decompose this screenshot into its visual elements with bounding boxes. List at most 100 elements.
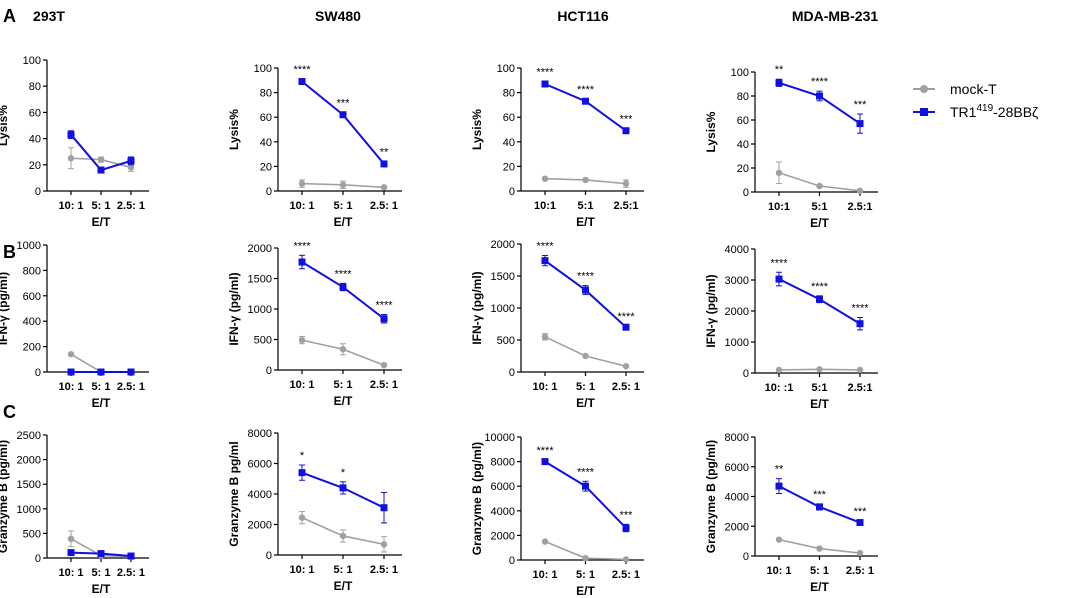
mock-point [67, 351, 75, 358]
y-axis-title: Lysis% [704, 111, 718, 152]
y-tick-label: 2000 [17, 455, 41, 467]
significance-label: **** [577, 84, 595, 96]
y-tick-label: 200 [23, 342, 41, 354]
y-tick-label: 1000 [248, 304, 272, 316]
y-tick-label: 100 [731, 67, 749, 79]
mock-point [339, 532, 347, 540]
x-tick-label: 2.5: 1 [117, 567, 145, 579]
chart-panel-c-hct116: 0 2000 4000 6000 8000 10000 10: 1 5: 1 2.5: 1 Gra… [470, 432, 644, 598]
y-tick-label: 10000 [484, 432, 515, 444]
significance-label: **** [536, 241, 554, 253]
y-tick-label: 60 [260, 112, 272, 124]
x-axis-title: E/T [334, 579, 353, 593]
y-tick-label: 80 [737, 91, 749, 103]
significance-label: ** [775, 464, 784, 476]
x-tick-label: 5: 1 [92, 567, 111, 579]
x-tick-label: 10: 1 [289, 564, 314, 576]
car-point [541, 458, 549, 466]
mock-point [298, 514, 306, 521]
significance-label: ** [775, 64, 784, 76]
y-tick-label: 80 [260, 88, 272, 100]
chart-panel-c-sw480: 0 2000 4000 6000 8000 10: 1 5: 1 2.5: 1 Granzyme… [227, 428, 402, 593]
y-axis-title: Lysis% [227, 109, 241, 150]
y-tick-label: 500 [23, 528, 41, 540]
x-tick-label: 2.5: 1 [370, 379, 398, 391]
car-point [582, 97, 589, 105]
x-tick-label: 5: 1 [810, 565, 829, 577]
y-tick-label: 2000 [491, 530, 515, 542]
car-point [380, 504, 388, 512]
x-tick-label: 5: 1 [334, 564, 353, 576]
car-series-line [301, 80, 385, 165]
y-tick-label: 2000 [725, 306, 749, 318]
y-tick-label: 4000 [725, 244, 749, 256]
car-point [622, 323, 630, 331]
legend-mock-marker [920, 85, 928, 93]
y-tick-label: 2500 [17, 430, 41, 442]
y-tick-label: 60 [737, 115, 749, 127]
y-tick-label: 500 [497, 335, 515, 347]
mock-point [541, 333, 549, 340]
y-tick-label: 4000 [725, 492, 749, 504]
y-tick-label: 80 [503, 88, 515, 100]
x-tick-label: 2.5: 1 [117, 200, 145, 212]
x-tick-label: 10: :1 [765, 382, 794, 394]
car-point [67, 131, 75, 139]
x-tick-label: 5: 1 [576, 381, 595, 393]
significance-label: **** [617, 311, 635, 323]
mock-point [622, 556, 630, 563]
y-tick-label: 1000 [17, 240, 41, 252]
car-point [380, 315, 388, 323]
x-tick-label: 2.5: 1 [370, 200, 398, 212]
car-point [816, 503, 823, 511]
y-axis-title: Lysis% [470, 109, 484, 150]
y-tick-label: 40 [737, 139, 749, 151]
y-tick-label: 2000 [491, 239, 515, 251]
car-point [775, 275, 783, 283]
mock-point [622, 180, 630, 187]
x-tick-label: 10:1 [534, 200, 556, 212]
y-tick-label: 2000 [248, 243, 272, 255]
mock-point [127, 164, 135, 171]
x-axis-title: E/T [810, 580, 829, 594]
car-point [127, 552, 135, 560]
car-point [339, 111, 347, 119]
y-tick-label: 0 [509, 367, 515, 379]
mock-point [67, 535, 75, 543]
x-axis-title: E/T [92, 396, 111, 410]
x-tick-label: 5: 1 [92, 200, 111, 212]
significance-label: **** [536, 67, 554, 79]
x-tick-label: 2.5: 1 [370, 564, 398, 576]
car-point [856, 320, 864, 328]
legend-car-label: TR1419-28BBζ [950, 103, 1038, 120]
y-tick-label: 6000 [248, 459, 272, 471]
mock-point [816, 545, 823, 552]
x-axis-title: E/T [576, 396, 595, 410]
y-tick-label: 4000 [248, 489, 272, 501]
significance-label: **** [293, 240, 311, 252]
mock-point [582, 176, 589, 184]
car-point [339, 283, 347, 291]
y-tick-label: 1500 [17, 479, 41, 491]
legend-car-label-sup: 419 [976, 103, 993, 114]
y-tick-label: 0 [743, 368, 749, 380]
y-tick-label: 20 [737, 163, 749, 175]
mock-point [775, 536, 783, 543]
car-point [380, 160, 388, 168]
y-tick-label: 600 [23, 291, 41, 303]
row-label-c: C [3, 402, 16, 422]
mock-point [816, 366, 823, 373]
y-tick-label: 800 [23, 265, 41, 277]
y-axis-title: IFN-γ (pg/ml) [227, 272, 241, 345]
y-tick-label: 2000 [248, 520, 272, 532]
chart-panel-b-293t: 0 200 400 600 800 1000 10: 1 5: 1 2.5: 1 IFN-γ (p… [0, 240, 149, 410]
y-axis-title: IFN-γ (pg/ml) [470, 271, 484, 344]
car-point [97, 166, 105, 174]
car-point [622, 127, 630, 135]
car-point [67, 549, 75, 557]
x-axis-title: E/T [92, 582, 111, 596]
mock-point [541, 175, 549, 182]
mock-point [816, 182, 823, 190]
